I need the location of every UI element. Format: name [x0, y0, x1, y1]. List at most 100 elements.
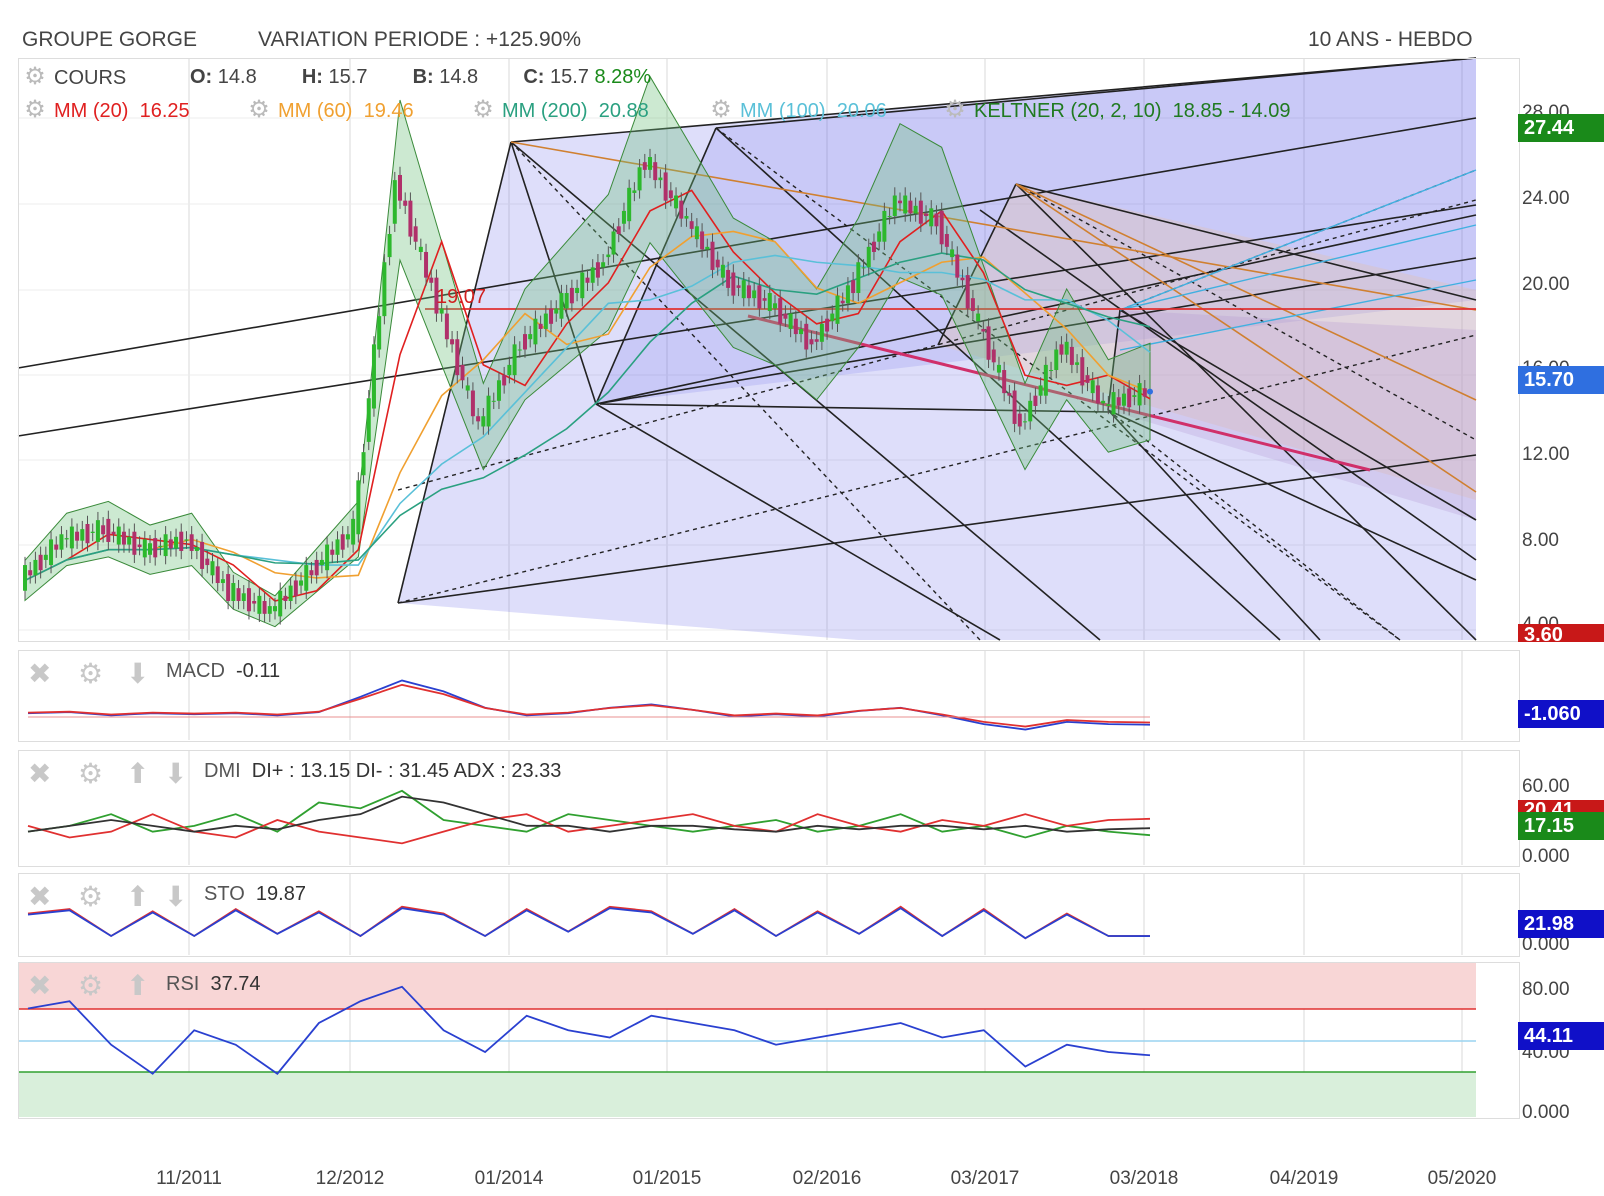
x-tick: 11/2011	[156, 1168, 222, 1189]
candle	[455, 339, 460, 376]
arrow-up-icon[interactable]: ⬆	[126, 970, 150, 1001]
candle	[293, 580, 298, 596]
gear-icon[interactable]: ⚙	[78, 970, 104, 1001]
price-last-badge: 15.70	[1518, 366, 1604, 394]
close-icon[interactable]: ✖	[28, 881, 52, 912]
arrow-down-icon[interactable]: ⬇	[164, 881, 188, 912]
candle	[924, 213, 929, 217]
candle	[1028, 400, 1033, 422]
candle	[710, 241, 715, 270]
candle	[450, 339, 455, 345]
o-value: 14.8	[217, 66, 257, 88]
x-tick: 03/2017	[950, 1168, 1020, 1189]
candle	[663, 172, 668, 201]
candle	[689, 221, 694, 229]
gear-icon[interactable]: ⚙	[248, 96, 270, 123]
pitchfork-line	[1107, 409, 1477, 581]
level-label: 19.07	[436, 286, 487, 308]
close-icon[interactable]: ✖	[28, 970, 52, 1001]
candle	[991, 349, 996, 363]
candle	[861, 267, 866, 269]
candle	[330, 549, 335, 555]
candle	[424, 251, 429, 278]
candle	[580, 272, 585, 299]
candle	[585, 277, 590, 283]
gear-icon[interactable]: ⚙	[78, 758, 104, 789]
candle	[1127, 388, 1132, 408]
gear-icon[interactable]: ⚙	[78, 658, 104, 689]
mm100-legend: ⚙ MM (100) 20.06	[710, 96, 887, 123]
candle	[220, 579, 225, 584]
candle	[575, 287, 580, 294]
dmi-label: DMI	[204, 760, 241, 782]
candle	[434, 277, 439, 314]
fan-line	[1119, 279, 1477, 351]
candle	[1059, 344, 1064, 355]
candle	[595, 262, 600, 278]
candle	[1023, 421, 1027, 423]
close-icon[interactable]: ✖	[28, 658, 52, 689]
gear-icon[interactable]: ⚙	[472, 96, 494, 123]
candle	[960, 277, 965, 281]
mm200-value: 20.88	[598, 100, 649, 122]
candle	[340, 534, 345, 550]
candle	[111, 531, 116, 535]
candle	[95, 520, 100, 542]
close-icon[interactable]: ✖	[28, 758, 52, 789]
rsi-legend: RSI 37.74	[166, 973, 261, 996]
candle	[741, 280, 746, 299]
gear-icon[interactable]: ⚙	[24, 63, 46, 90]
dmi-line	[27, 789, 1151, 839]
candle	[356, 480, 361, 535]
mm20-value: 16.25	[139, 100, 190, 122]
candle	[1049, 370, 1054, 372]
mm60-line	[24, 230, 1151, 582]
candle	[59, 534, 64, 550]
candle	[325, 544, 330, 571]
candle	[726, 269, 731, 288]
gear-icon[interactable]: ⚙	[710, 96, 732, 123]
candle	[653, 162, 658, 181]
candle	[1085, 375, 1090, 383]
candle	[1038, 385, 1043, 396]
period-text[interactable]: 10 ANS - HEBDO	[1308, 28, 1473, 51]
candle	[621, 210, 626, 224]
candle	[882, 210, 887, 242]
dmi-tick: 60.00	[1522, 776, 1570, 797]
pitchfork-line	[715, 57, 1477, 129]
gear-icon[interactable]: ⚙	[24, 96, 46, 123]
candle	[23, 565, 27, 591]
candle	[43, 554, 48, 560]
candle	[965, 275, 970, 309]
candle	[1007, 393, 1012, 396]
mm60-value: 19.46	[363, 100, 414, 122]
candle	[934, 213, 939, 227]
keltner-legend: ⚙ KELTNER (20, 2, 10) 18.85 - 14.09	[944, 96, 1290, 123]
rsi-label: RSI	[166, 973, 200, 995]
arrow-up-icon[interactable]: ⬆	[126, 881, 150, 912]
candle	[241, 593, 246, 601]
candle	[54, 544, 59, 550]
candle	[127, 536, 132, 545]
macd-value: -0.11	[236, 660, 281, 682]
fan-line	[1015, 183, 1477, 493]
last-price-point	[1147, 388, 1153, 395]
candle	[101, 525, 106, 535]
pitchfork-line	[1107, 309, 1121, 411]
gear-icon[interactable]: ⚙	[944, 96, 966, 123]
candle	[1043, 364, 1048, 396]
candle	[674, 195, 679, 209]
candle	[804, 323, 809, 350]
candle	[986, 326, 991, 360]
pitchfork-area	[938, 184, 1476, 500]
x-tick: 01/2014	[474, 1168, 544, 1189]
candle	[106, 518, 111, 542]
macd-signal-line	[27, 683, 1151, 728]
b-value: 14.8	[439, 66, 479, 88]
gear-icon[interactable]: ⚙	[78, 881, 104, 912]
arrow-down-icon[interactable]: ⬇	[164, 758, 188, 789]
candle	[799, 328, 804, 335]
candle	[1054, 349, 1059, 371]
arrow-up-icon[interactable]: ⬆	[126, 758, 150, 789]
arrow-down-icon[interactable]: ⬇	[126, 658, 150, 689]
